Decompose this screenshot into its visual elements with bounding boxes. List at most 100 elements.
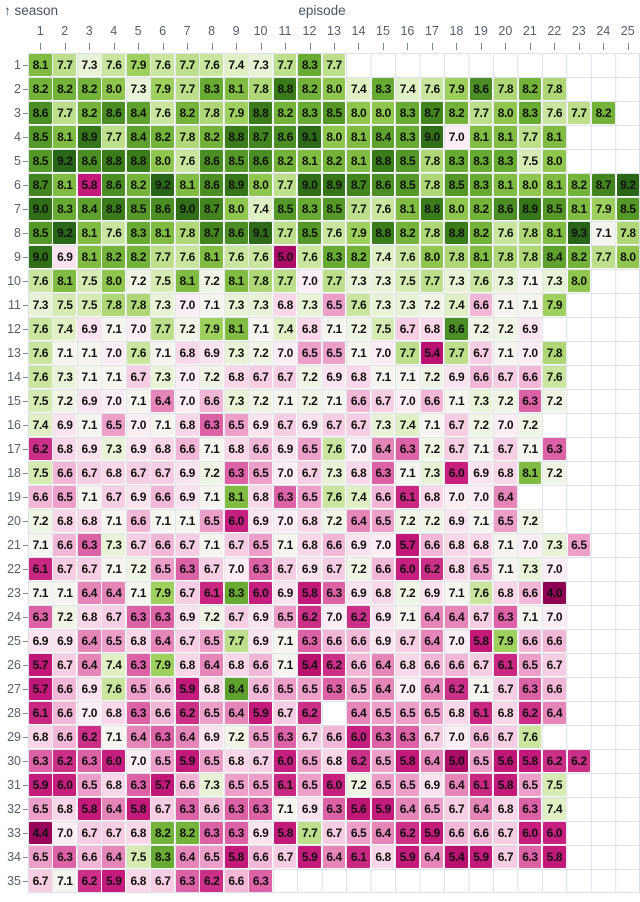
heatmap-cell[interactable]: 6.4 bbox=[420, 606, 444, 629]
heatmap-cell[interactable]: 6.5 bbox=[151, 750, 175, 773]
heatmap-cell[interactable]: 8.5 bbox=[273, 198, 297, 221]
heatmap-cell[interactable]: 7.5 bbox=[543, 774, 566, 797]
heatmap-cell[interactable]: 8.8 bbox=[249, 102, 272, 125]
heatmap-cell[interactable]: 7.5 bbox=[518, 150, 542, 173]
heatmap-cell[interactable]: 7.2 bbox=[420, 438, 444, 461]
heatmap-cell[interactable]: 6.9 bbox=[518, 318, 542, 341]
heatmap-cell[interactable]: 7.8 bbox=[102, 294, 126, 317]
heatmap-cell[interactable]: 7.3 bbox=[224, 294, 248, 317]
heatmap-cell[interactable]: 6.6 bbox=[53, 678, 77, 701]
heatmap-cell[interactable]: 8.5 bbox=[29, 222, 52, 245]
heatmap-cell[interactable]: 7.1 bbox=[29, 582, 52, 605]
heatmap-cell[interactable]: 6.7 bbox=[322, 822, 346, 845]
heatmap-cell[interactable]: 5.7 bbox=[396, 534, 419, 557]
heatmap-cell[interactable]: 7.9 bbox=[200, 318, 224, 341]
heatmap-cell[interactable]: 6.5 bbox=[249, 726, 272, 749]
heatmap-cell[interactable]: 6.5 bbox=[273, 606, 297, 629]
heatmap-cell[interactable]: 6.8 bbox=[224, 750, 248, 773]
heatmap-cell[interactable]: 6.3 bbox=[200, 414, 224, 437]
heatmap-cell[interactable]: 7.4 bbox=[371, 246, 395, 269]
heatmap-cell[interactable]: 7.4 bbox=[102, 654, 126, 677]
heatmap-cell[interactable]: 6.4 bbox=[224, 702, 248, 725]
heatmap-cell[interactable]: 8.2 bbox=[273, 102, 297, 125]
heatmap-cell[interactable]: 5.8 bbox=[469, 630, 493, 653]
heatmap-cell[interactable]: 6.8 bbox=[53, 798, 77, 821]
heatmap-cell[interactable]: 7.2 bbox=[53, 390, 77, 413]
heatmap-cell[interactable]: 7.1 bbox=[249, 318, 272, 341]
heatmap-cell[interactable]: 8.8 bbox=[420, 198, 444, 221]
heatmap-cell[interactable]: 6.4 bbox=[347, 702, 370, 725]
heatmap-cell[interactable]: 6.8 bbox=[420, 318, 444, 341]
heatmap-cell[interactable]: 6.5 bbox=[298, 486, 321, 509]
heatmap-cell[interactable]: 7.2 bbox=[126, 558, 150, 581]
heatmap-cell[interactable]: 7.1 bbox=[445, 390, 468, 413]
heatmap-cell[interactable]: 7.2 bbox=[298, 390, 321, 413]
heatmap-cell[interactable]: 7.2 bbox=[298, 366, 321, 389]
heatmap-cell[interactable]: 8.8 bbox=[102, 150, 126, 173]
heatmap-cell[interactable]: 6.0 bbox=[445, 462, 468, 485]
heatmap-cell[interactable]: 6.0 bbox=[53, 774, 77, 797]
heatmap-cell[interactable]: 7.6 bbox=[322, 486, 346, 509]
heatmap-cell[interactable]: 6.8 bbox=[200, 678, 224, 701]
heatmap-cell[interactable]: 6.3 bbox=[322, 582, 346, 605]
heatmap-cell[interactable]: 8.0 bbox=[322, 78, 346, 101]
heatmap-cell[interactable]: 7.8 bbox=[420, 174, 444, 197]
heatmap-cell[interactable]: 6.6 bbox=[347, 654, 370, 677]
heatmap-cell[interactable]: 6.5 bbox=[249, 462, 272, 485]
heatmap-cell[interactable]: 6.5 bbox=[347, 822, 370, 845]
heatmap-cell[interactable]: 7.2 bbox=[224, 726, 248, 749]
heatmap-cell[interactable]: 9.0 bbox=[29, 198, 52, 221]
heatmap-cell[interactable]: 6.2 bbox=[322, 654, 346, 677]
heatmap-cell[interactable]: 6.7 bbox=[102, 486, 126, 509]
heatmap-cell[interactable]: 6.6 bbox=[224, 870, 248, 893]
heatmap-cell[interactable]: 7.0 bbox=[347, 438, 370, 461]
heatmap-cell[interactable]: 6.5 bbox=[567, 534, 591, 557]
heatmap-cell[interactable]: 6.3 bbox=[518, 390, 542, 413]
heatmap-cell[interactable]: 5.9 bbox=[469, 846, 493, 869]
heatmap-cell[interactable]: 5.8 bbox=[543, 846, 566, 869]
heatmap-cell[interactable]: 8.6 bbox=[151, 198, 175, 221]
heatmap-cell[interactable]: 7.7 bbox=[273, 54, 297, 77]
heatmap-cell[interactable]: 6.8 bbox=[175, 414, 199, 437]
heatmap-cell[interactable]: 5.8 bbox=[77, 798, 101, 821]
heatmap-cell[interactable]: 7.9 bbox=[151, 582, 175, 605]
heatmap-cell[interactable]: 6.8 bbox=[347, 462, 370, 485]
heatmap-cell[interactable]: 6.3 bbox=[224, 798, 248, 821]
heatmap-cell[interactable]: 7.6 bbox=[469, 582, 493, 605]
heatmap-cell[interactable]: 8.5 bbox=[322, 198, 346, 221]
heatmap-cell[interactable]: 8.5 bbox=[29, 126, 52, 149]
heatmap-cell[interactable]: 6.6 bbox=[151, 702, 175, 725]
heatmap-cell[interactable]: 8.6 bbox=[29, 102, 52, 125]
heatmap-cell[interactable]: 6.7 bbox=[151, 462, 175, 485]
heatmap-cell[interactable]: 6.8 bbox=[298, 534, 321, 557]
heatmap-cell[interactable]: 8.5 bbox=[445, 174, 468, 197]
heatmap-cell[interactable]: 7.6 bbox=[420, 78, 444, 101]
heatmap-cell[interactable]: 8.6 bbox=[77, 150, 101, 173]
heatmap-cell[interactable]: 7.8 bbox=[126, 294, 150, 317]
heatmap-cell[interactable]: 6.5 bbox=[371, 774, 395, 797]
heatmap-cell[interactable]: 7.1 bbox=[396, 366, 419, 389]
heatmap-cell[interactable]: 7.2 bbox=[494, 390, 517, 413]
heatmap-cell[interactable]: 7.3 bbox=[494, 270, 517, 293]
heatmap-cell[interactable]: 5.8 bbox=[126, 798, 150, 821]
heatmap-cell[interactable]: 7.2 bbox=[347, 774, 370, 797]
heatmap-cell[interactable]: 7.1 bbox=[469, 678, 493, 701]
heatmap-cell[interactable]: 6.7 bbox=[494, 678, 517, 701]
heatmap-cell[interactable]: 7.4 bbox=[347, 78, 370, 101]
heatmap-cell[interactable]: 6.3 bbox=[543, 438, 566, 461]
heatmap-cell[interactable]: 6.8 bbox=[175, 654, 199, 677]
heatmap-cell[interactable]: 7.9 bbox=[347, 222, 370, 245]
heatmap-cell[interactable]: 6.4 bbox=[420, 678, 444, 701]
heatmap-cell[interactable]: 7.0 bbox=[518, 342, 542, 365]
heatmap-cell[interactable]: 8.3 bbox=[298, 54, 321, 77]
heatmap-cell[interactable]: 6.0 bbox=[322, 774, 346, 797]
heatmap-cell[interactable]: 7.0 bbox=[273, 462, 297, 485]
heatmap-cell[interactable]: 6.7 bbox=[445, 798, 468, 821]
heatmap-cell[interactable]: 5.8 bbox=[518, 750, 542, 773]
heatmap-cell[interactable]: 8.0 bbox=[347, 102, 370, 125]
heatmap-cell[interactable]: 8.1 bbox=[347, 150, 370, 173]
heatmap-cell[interactable]: 6.4 bbox=[396, 798, 419, 821]
heatmap-cell[interactable]: 7.6 bbox=[396, 246, 419, 269]
heatmap-cell[interactable]: 7.8 bbox=[543, 342, 566, 365]
heatmap-cell[interactable]: 5.8 bbox=[77, 174, 101, 197]
